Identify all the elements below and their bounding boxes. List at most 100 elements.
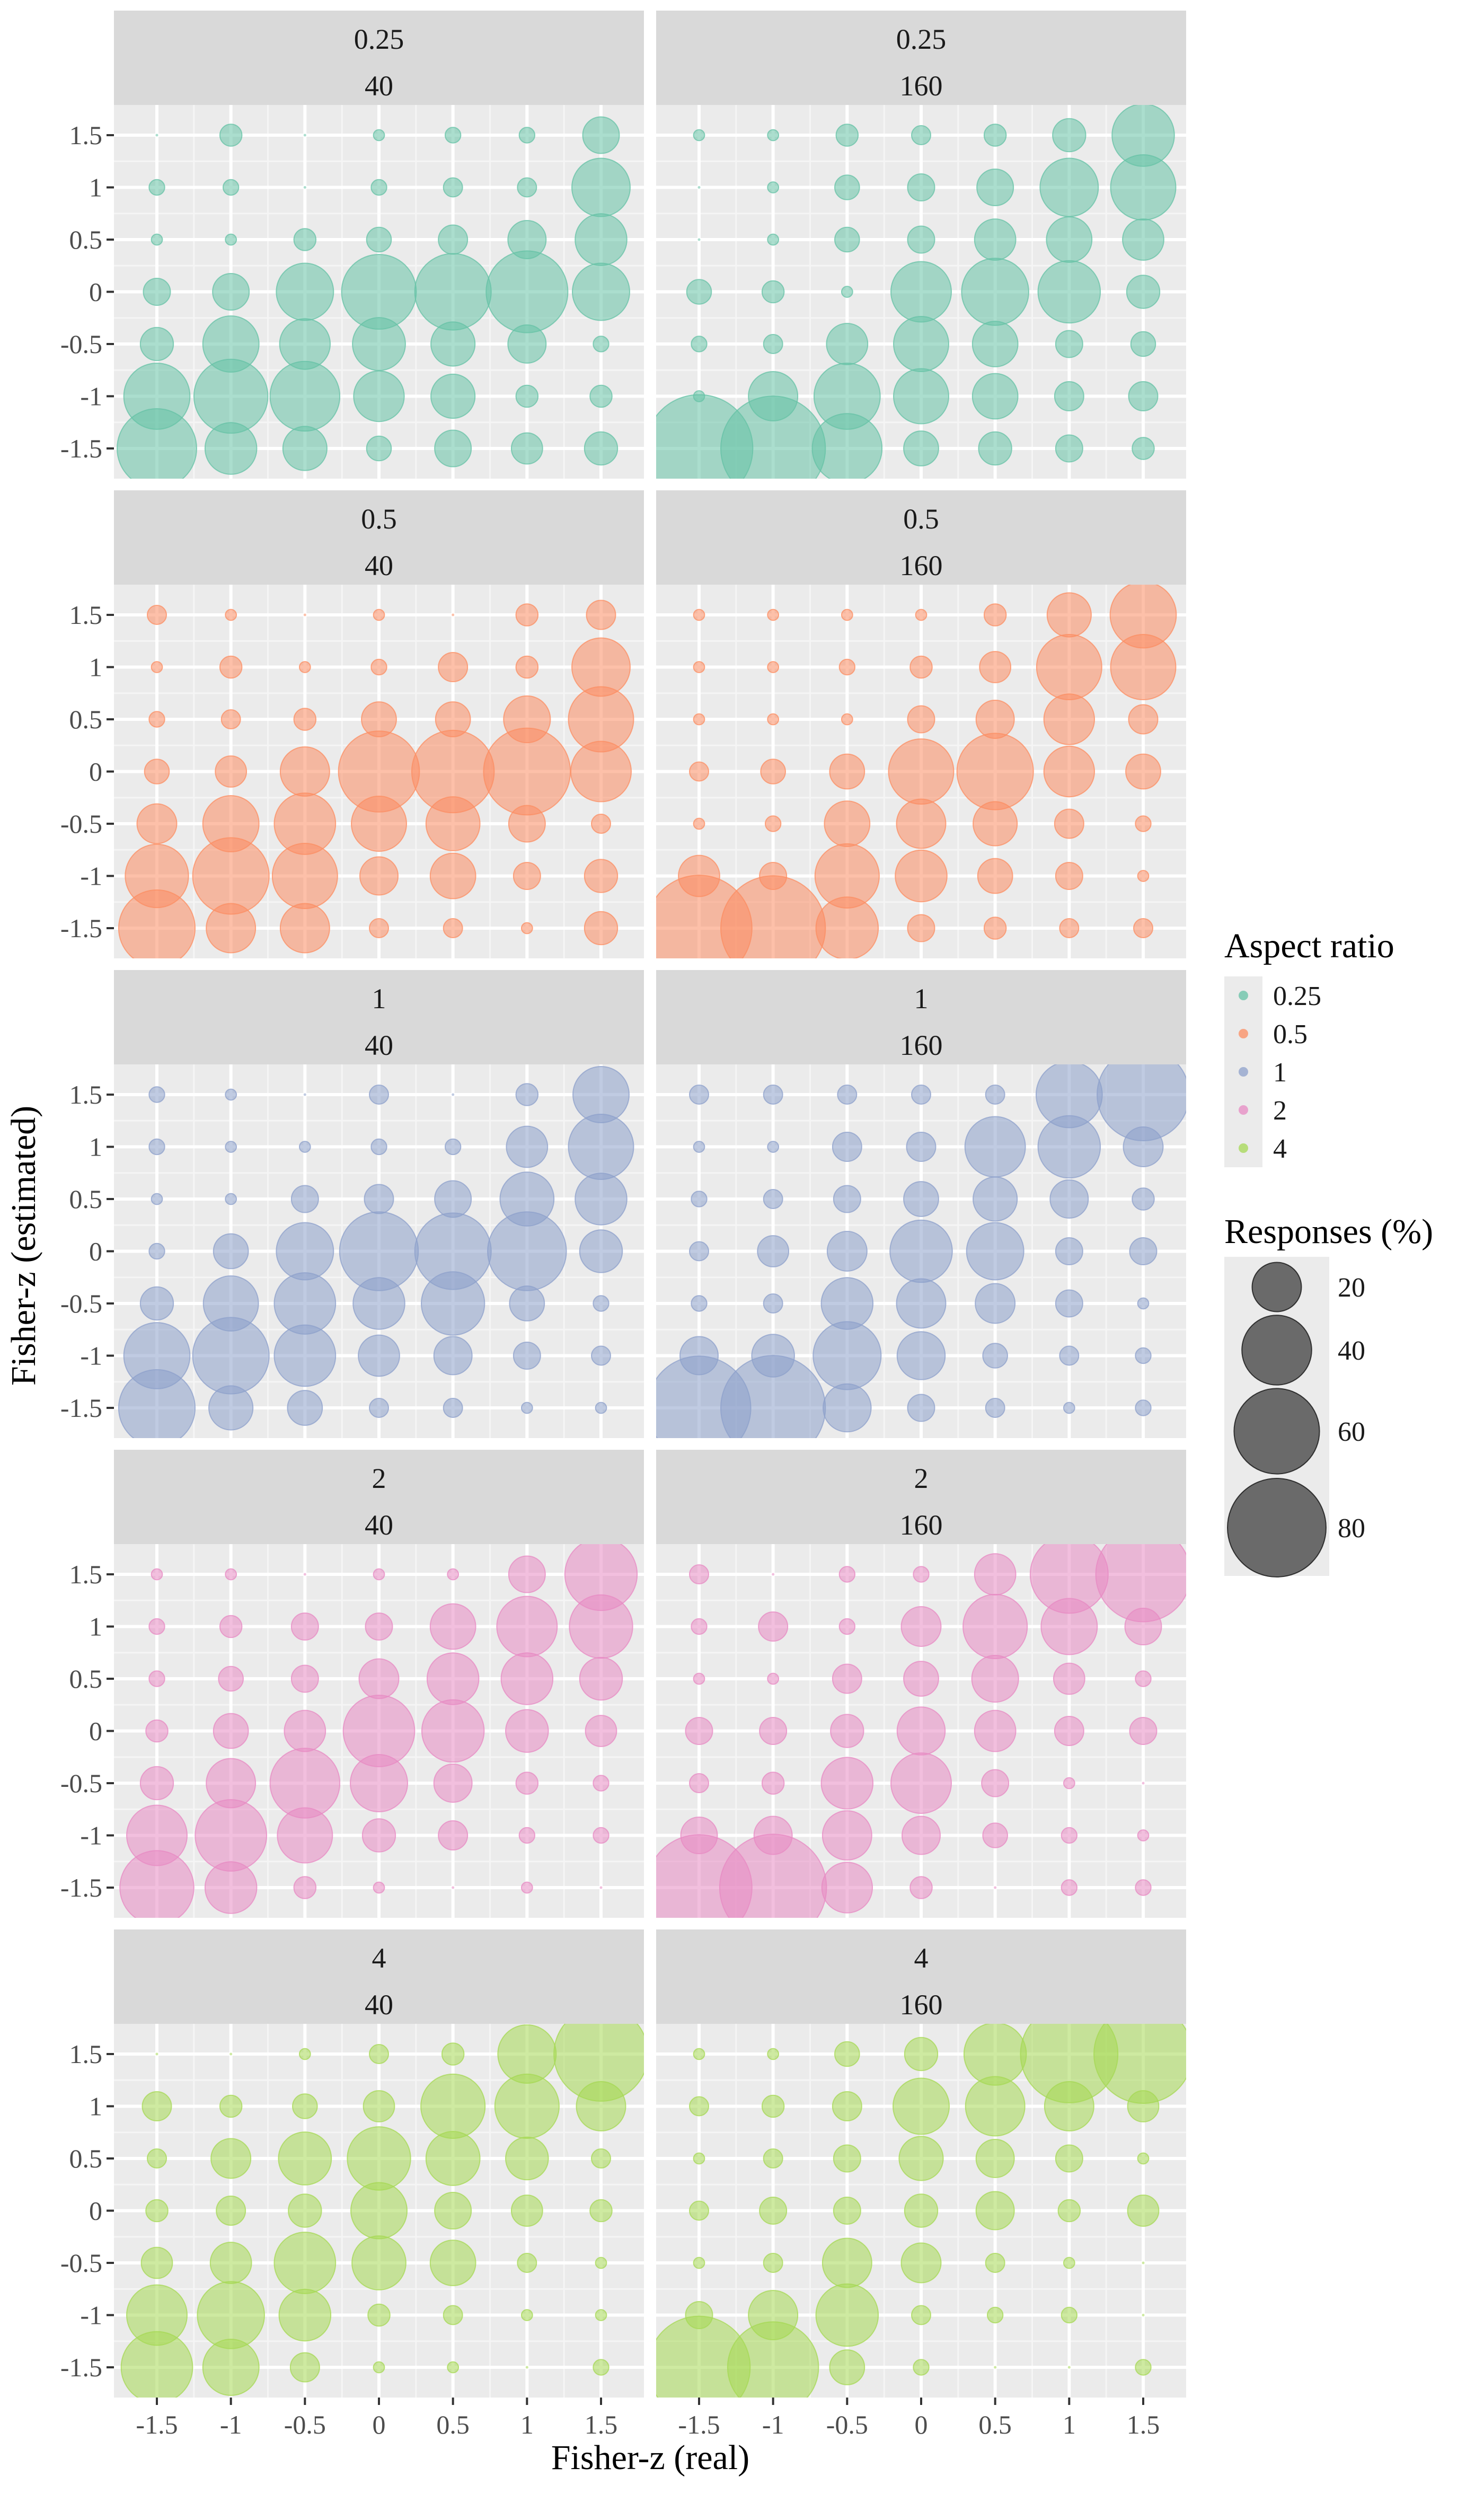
- bubble: [370, 179, 387, 196]
- y-tick-label: 1: [89, 173, 102, 202]
- y-tick-label: 0: [89, 277, 102, 307]
- legend-key-dot: [1239, 1029, 1248, 1038]
- bubble: [117, 408, 197, 479]
- bubble: [290, 1664, 319, 1693]
- panels-layer: 0.25400.251600.5400.51601401160240216044…: [114, 11, 1186, 2398]
- bubble: [147, 2148, 167, 2169]
- axes-layer: -1.5-1-0.500.511.5-1.5-1-0.500.511.5-1.5…: [60, 120, 1160, 2439]
- y-tick-label: -0.5: [60, 809, 102, 839]
- bubble: [832, 1132, 862, 1162]
- bubble: [978, 431, 1012, 466]
- bubble: [822, 2237, 872, 2288]
- strip-label-n: 160: [900, 1989, 943, 2021]
- bubble: [693, 1141, 705, 1153]
- bubble: [829, 753, 865, 790]
- bubble: [276, 262, 334, 321]
- legend-color-title: Aspect ratio: [1224, 927, 1394, 965]
- bubble: [982, 1343, 1008, 1369]
- bubble: [215, 755, 248, 788]
- bubble: [974, 218, 1017, 261]
- bubble: [359, 856, 399, 896]
- bubble: [351, 796, 407, 852]
- bubble: [767, 181, 780, 193]
- bubble: [834, 174, 860, 200]
- y-tick-label: -1: [80, 1821, 102, 1850]
- bubble: [975, 1283, 1016, 1324]
- y-axis: -1.5 -1 -0.5 0 0.5 1 1.5: [60, 2039, 114, 2382]
- bubble: [155, 134, 158, 137]
- legend-color-key: 0.25: [1224, 976, 1321, 1015]
- bubble: [508, 805, 546, 843]
- bubble: [767, 661, 780, 673]
- bubble: [585, 1715, 617, 1747]
- bubble: [913, 1566, 930, 1583]
- bubble: [119, 1850, 195, 1918]
- bubble: [1142, 2314, 1145, 2316]
- strip-label-aspect-ratio: 1: [914, 983, 929, 1015]
- bubble: [903, 1181, 939, 1217]
- bubble: [148, 179, 165, 196]
- bubble: [1129, 1237, 1158, 1265]
- bubble: [909, 655, 933, 679]
- x-tick-label: 0.5: [436, 2410, 470, 2439]
- bubble: [975, 2139, 1015, 2178]
- bubble: [911, 1085, 931, 1105]
- bubble: [1063, 2257, 1075, 2269]
- bubble: [772, 1573, 775, 1576]
- bubble: [1137, 1829, 1150, 1841]
- bubble: [1063, 1402, 1075, 1414]
- facet-strip: [114, 490, 644, 585]
- bubble: [1130, 331, 1156, 357]
- legend-key-dot: [1239, 1067, 1248, 1077]
- facet-strip: [114, 1929, 644, 2024]
- legend-size-label: 60: [1338, 1417, 1365, 1447]
- bubble: [287, 1390, 323, 1426]
- bubble: [219, 2094, 243, 2118]
- bubble: [576, 2081, 626, 2131]
- bubble: [1037, 260, 1101, 324]
- bubble: [975, 700, 1015, 739]
- bubble: [452, 1093, 455, 1096]
- bubble: [276, 1222, 334, 1281]
- bubble: [889, 1219, 953, 1283]
- bubble: [277, 1807, 333, 1864]
- bubble: [220, 709, 241, 729]
- strip-label-aspect-ratio: 0.25: [896, 23, 947, 55]
- bubble: [433, 1764, 473, 1803]
- bubble: [515, 1772, 539, 1795]
- bubble: [761, 280, 785, 304]
- bubble: [1128, 381, 1159, 411]
- bubble: [494, 2073, 560, 2139]
- legend-size-key: 60: [1233, 1388, 1365, 1475]
- bubble: [896, 1706, 946, 1756]
- bubble: [364, 1184, 394, 1214]
- bubble: [414, 253, 492, 331]
- y-tick-label: -1.5: [60, 2352, 102, 2382]
- bubble: [767, 1141, 780, 1153]
- bubble: [429, 2240, 476, 2286]
- bubble: [1040, 1598, 1098, 1655]
- bubble: [689, 1241, 709, 1262]
- bubble: [906, 1132, 937, 1162]
- bubble: [505, 2136, 549, 2181]
- strip-label-n: 160: [900, 1029, 943, 1061]
- bubble: [525, 2366, 528, 2369]
- bubble: [691, 1191, 708, 1208]
- bubble: [118, 1369, 196, 1438]
- bubble: [965, 2076, 1026, 2137]
- bubble: [907, 1394, 935, 1422]
- bubble: [204, 1861, 258, 1914]
- bubble: [303, 613, 306, 616]
- bubble: [1123, 1126, 1164, 1167]
- bubble: [893, 2077, 950, 2135]
- bubble: [888, 738, 955, 805]
- bubble: [757, 1235, 790, 1267]
- bubble: [1043, 693, 1096, 745]
- y-tick-label: 0: [89, 2196, 102, 2226]
- bubble: [1055, 330, 1083, 358]
- bubble: [366, 226, 392, 253]
- bubble: [373, 2361, 385, 2374]
- bubble: [367, 2303, 391, 2327]
- bubble: [593, 2359, 610, 2376]
- bubble: [898, 2136, 944, 2181]
